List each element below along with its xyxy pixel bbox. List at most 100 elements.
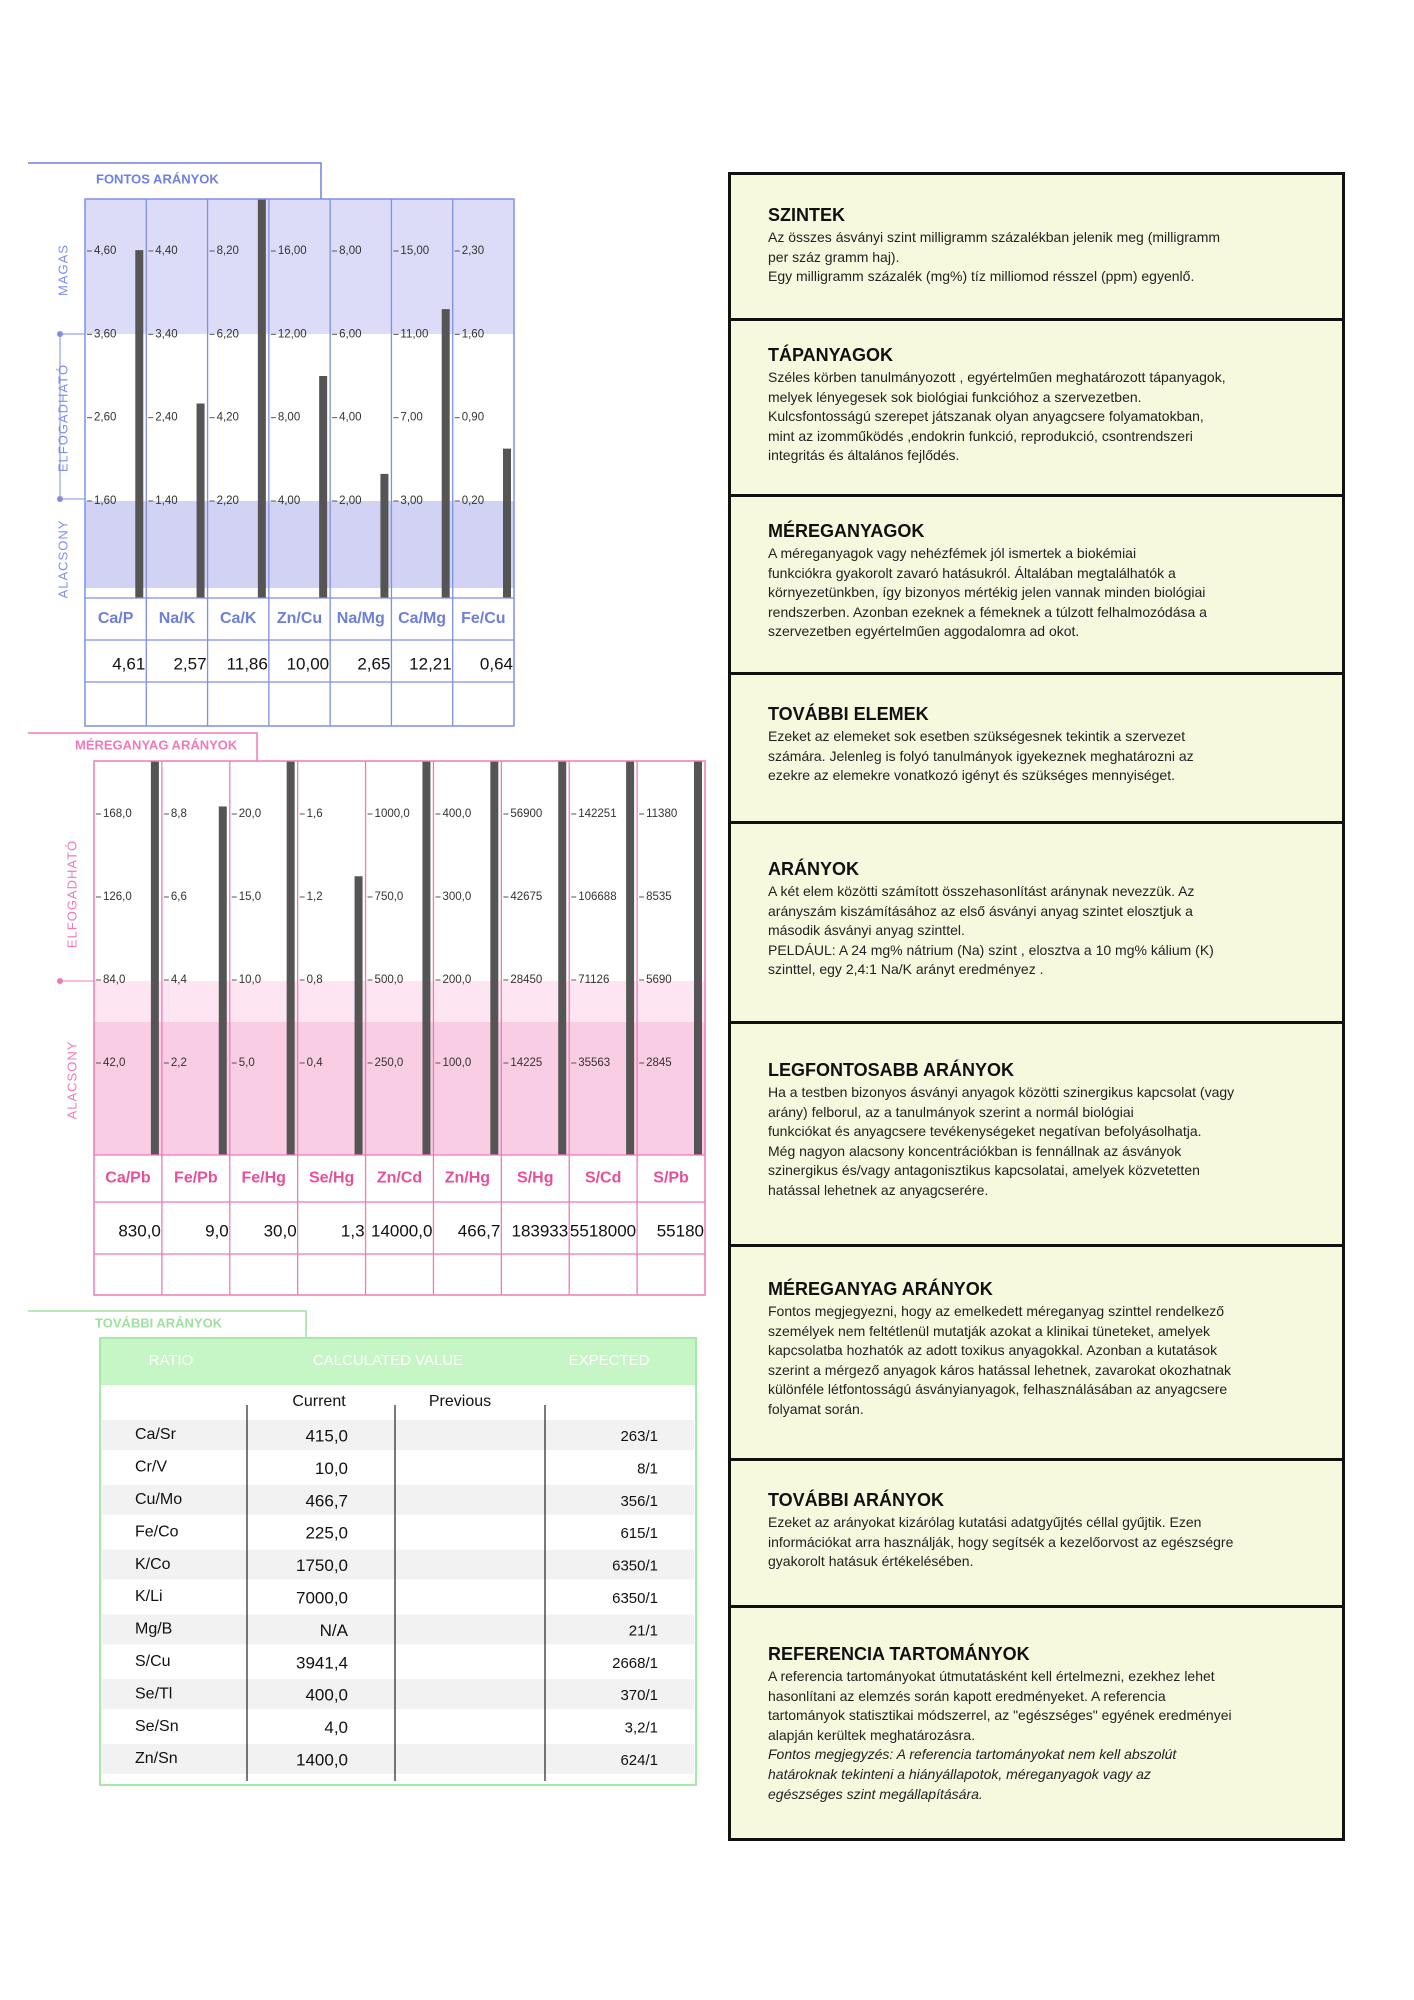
tick-label: 6,6 [171,891,187,903]
section-heading: MÉREGANYAGOK [768,521,925,541]
expected-value: 21/1 [629,1622,658,1639]
info-section: SZINTEK Az összes ásványi szint milligram… [731,175,1342,318]
bar [694,761,702,1155]
section-text: szinergikus és/vagy antagonisztikus kapc… [768,1162,1200,1179]
tick-label: 6,20 [217,328,239,340]
tick-label: 2,20 [217,495,239,507]
section-text: Egy milligramm százalék (mg%) tíz millio… [768,268,1195,285]
value-label: 466,7 [458,1221,501,1240]
info-section: ARÁNYOK A két elem közötti számított össz… [731,821,1342,1021]
value-label: 30,0 [264,1221,297,1240]
row-shade [102,1484,694,1515]
value-label: 5518000 [570,1221,636,1240]
section-heading: LEGFONTOSABB ARÁNYOK [768,1060,1015,1080]
section-note: Fontos megjegyzés: A referencia tartomán… [768,1746,1177,1763]
section-text: különféle létfontosságú ásványianyagok, … [768,1381,1228,1398]
tick-label: 2,2 [171,1057,187,1069]
tick-label: 3,60 [94,328,116,340]
current-value: 225,0 [305,1524,348,1543]
section-text: tartományok statisztikai módszerrel, az … [768,1707,1232,1724]
section-text: Ezeket az elemeket sok esetben szükséges… [768,728,1186,744]
current-value: 3941,4 [296,1653,348,1672]
bar [286,761,295,1155]
tick-label: 126,0 [103,891,132,903]
value-label: 1,3 [341,1221,365,1240]
tick-label: 400,0 [442,808,471,820]
section-text: funkciókra gyakorolt zavaró hatásukról. … [768,564,1176,581]
bar [319,376,328,598]
tick-label: 0,90 [462,412,484,424]
ratio-name: Se/Tl [135,1685,172,1702]
tick-label: 2845 [646,1057,672,1069]
table-header-bg [100,1338,696,1385]
tick-label: 5,0 [239,1057,255,1069]
section-heading: TOVÁBBI ELEMEK [768,704,929,724]
value-label: 11,86 [227,654,268,673]
tick-label: 3,00 [400,495,422,507]
section-text: arány) felborul, az a tanulmányok szerin… [768,1103,1134,1120]
tick-label: 28450 [510,974,542,986]
bar [441,309,450,598]
section-text: környezetünkben, így bizonyos mértékig j… [768,584,1206,601]
tick-label: 71126 [578,974,609,986]
current-value: 466,7 [305,1491,348,1510]
expected-value: 3,2/1 [625,1720,658,1737]
ratio-name: K/Co [135,1556,171,1573]
expected-value: 356/1 [620,1493,658,1510]
zone-label: ELFOGADHATÓ [64,840,79,948]
zone-band [94,981,705,1022]
section-text: szervezetben egyértelműen aggodalomra ad… [768,623,1080,640]
section-heading: REFERENCIA TARTOMÁNYOK [768,1644,1030,1664]
bar [558,761,567,1155]
info-section: LEGFONTOSABB ARÁNYOK Ha a testben bizonyo… [731,1021,1342,1244]
tick-label: 4,4 [171,974,188,986]
expected-value: 8/1 [637,1460,658,1477]
tick-label: 0,8 [307,974,323,986]
column-label: Na/Mg [337,610,385,627]
expected-value: 2668/1 [612,1655,658,1672]
table-header: EXPECTED [569,1352,650,1369]
tick-label: 42675 [510,891,542,903]
section-text: integritás és általános fejlődés. [768,447,960,464]
ratio-name: Cr/V [135,1459,167,1476]
section-title: MÉREGANYAG ARÁNYOK [75,737,238,752]
tick-label: 56900 [510,808,542,820]
section-heading: TÁPANYAGOK [768,345,894,365]
ratio-name: Zn/Sn [135,1750,178,1767]
bar [380,473,389,598]
tick-label: 200,0 [442,974,471,986]
section-text: kapcsolatba hozhatók az adott toxikus an… [768,1342,1218,1359]
bar [490,761,499,1155]
column-label: Ca/K [220,610,257,627]
value-label: 183933 [511,1221,568,1240]
tick-label: 250,0 [375,1057,404,1069]
tick-label: 2,30 [462,245,484,257]
ratio-name: Mg/B [135,1621,172,1638]
zone-band [94,1022,705,1155]
bar [257,199,266,598]
section-text: arányszám kiszámításához az első ásványi… [768,902,1193,919]
tick-label: 2,40 [155,412,177,424]
section-text: hatással lehetnek az anyagcserére. [768,1181,989,1198]
value-label: 4,61 [112,654,145,673]
tick-label: 1,40 [155,495,177,507]
tick-label: 16,00 [278,245,307,257]
section-heading: TOVÁBBI ARÁNYOK [768,1490,945,1510]
current-value: 1750,0 [296,1556,348,1575]
expected-value: 624/1 [620,1752,658,1769]
column-label: Ca/Mg [398,610,446,627]
section-text: melyek lényegesek sok biológiai funkcióh… [768,388,1142,405]
info-panel: SZINTEK Az összes ásványi szint milligram… [728,172,1345,1841]
column-label: Zn/Cd [377,1170,422,1187]
column-label: S/Pb [653,1170,689,1187]
info-section: TOVÁBBI ARÁNYOK Ezeket az arányokat kizár… [731,1458,1342,1605]
ratio-name: Se/Sn [135,1718,179,1735]
row-shade [102,1549,694,1580]
tick-label: 14225 [510,1057,542,1069]
section-text: Az összes ásványi szint milligramm száza… [768,229,1221,245]
value-label: 14000,0 [371,1221,432,1240]
bar [196,403,205,598]
ratio-name: Cu/Mo [135,1491,182,1508]
tick-label: 0,4 [307,1057,324,1069]
